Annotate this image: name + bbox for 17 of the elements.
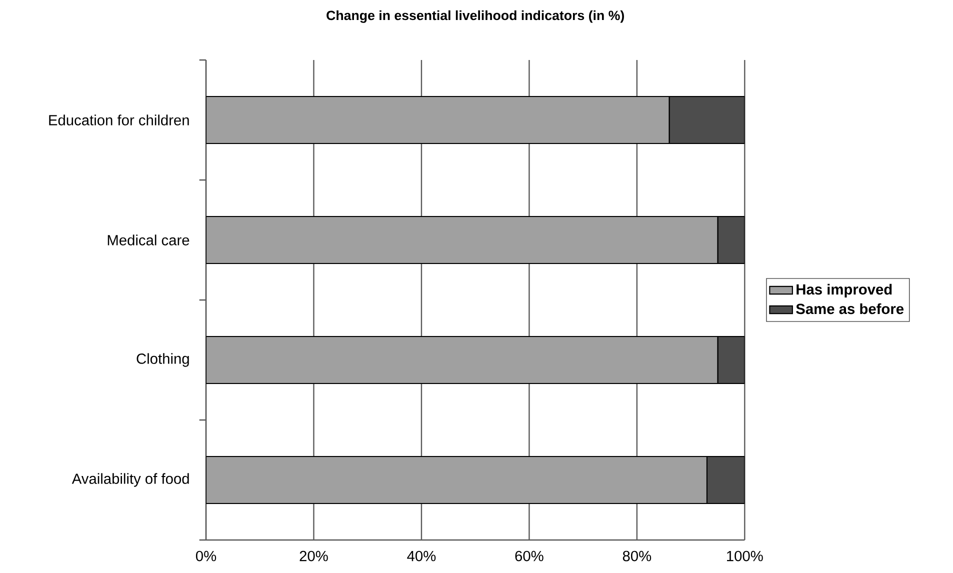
- x-tick-label: 0%: [196, 550, 216, 562]
- x-tick-label: 40%: [407, 550, 436, 562]
- x-tick-label: 60%: [515, 550, 544, 562]
- bar: [206, 456, 708, 504]
- y-tick-label: Availability of food: [72, 473, 189, 487]
- x-tick-label: 20%: [300, 550, 328, 562]
- y-tick-label: Clothing: [136, 353, 189, 367]
- y-tick-label: Medical care: [108, 234, 190, 246]
- x-tick-label: 100%: [727, 550, 763, 562]
- bar: [206, 336, 718, 384]
- legend-label: Same as before: [796, 303, 904, 314]
- x-tick-label: 80%: [622, 550, 652, 562]
- legend-label: Has improved: [796, 284, 892, 298]
- y-tick-label: Education for children: [49, 114, 189, 126]
- chart-title: Change in essential livelihood indicators (in %): [326, 10, 624, 23]
- bar: [206, 96, 670, 144]
- bar: [206, 216, 718, 264]
